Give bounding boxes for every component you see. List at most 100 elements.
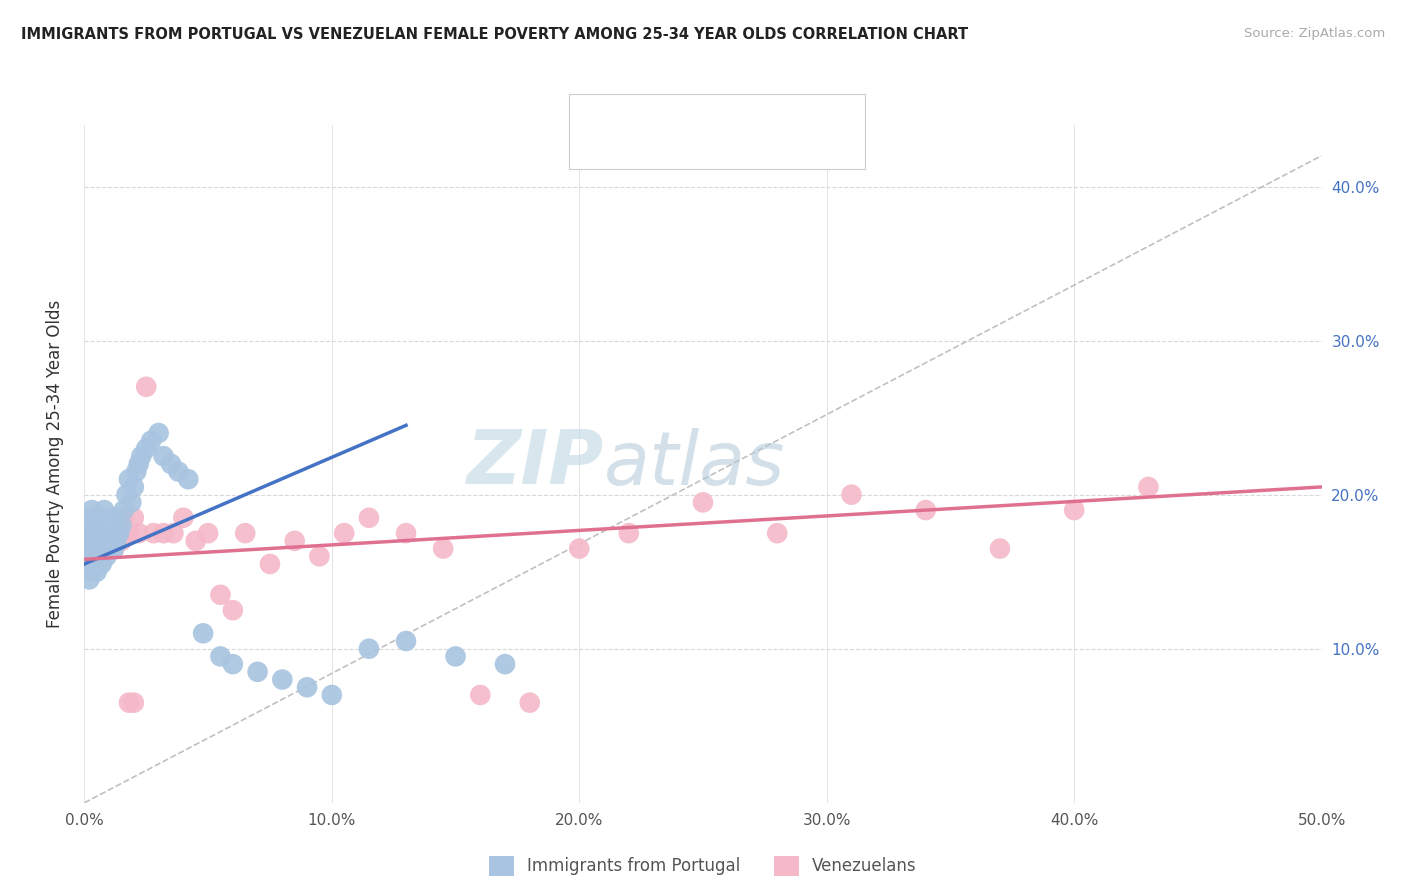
Point xyxy=(246,665,269,679)
Point xyxy=(395,634,418,648)
Point xyxy=(222,657,245,672)
Point xyxy=(167,465,190,479)
Point xyxy=(89,526,111,541)
Point xyxy=(90,541,112,556)
Point xyxy=(122,480,145,494)
Point xyxy=(128,526,150,541)
Point xyxy=(100,533,122,548)
Point xyxy=(76,526,98,541)
Point xyxy=(135,442,157,456)
Point xyxy=(295,680,318,694)
Point xyxy=(177,472,200,486)
Point xyxy=(519,696,541,710)
Point xyxy=(90,526,112,541)
Text: atlas: atlas xyxy=(605,428,786,500)
Point xyxy=(89,541,111,556)
Point xyxy=(98,533,121,548)
Point xyxy=(80,565,103,579)
Point xyxy=(83,533,105,548)
Point xyxy=(160,457,183,471)
Point xyxy=(184,533,207,548)
Point xyxy=(172,510,194,524)
Point xyxy=(259,557,281,571)
Point xyxy=(110,518,132,533)
Y-axis label: Female Poverty Among 25-34 Year Olds: Female Poverty Among 25-34 Year Olds xyxy=(45,300,63,628)
Point xyxy=(112,526,135,541)
Point xyxy=(222,603,245,617)
Point xyxy=(118,526,141,541)
Point xyxy=(841,488,863,502)
Point xyxy=(357,641,380,656)
Point xyxy=(120,495,142,509)
Text: R = 0.188   N = 59: R = 0.188 N = 59 xyxy=(627,138,797,156)
Point xyxy=(112,503,135,517)
Point xyxy=(80,526,103,541)
Point xyxy=(135,380,157,394)
Point xyxy=(103,541,125,556)
Point xyxy=(86,565,108,579)
Point xyxy=(93,526,115,541)
Point xyxy=(333,526,356,541)
Point xyxy=(79,526,101,541)
Point xyxy=(494,657,516,672)
Point xyxy=(122,696,145,710)
Point xyxy=(112,510,135,524)
Point xyxy=(80,541,103,556)
Text: ZIP: ZIP xyxy=(467,427,605,500)
Point xyxy=(129,449,152,463)
Point xyxy=(118,472,141,486)
Point xyxy=(90,557,112,571)
Point xyxy=(128,457,150,471)
Point xyxy=(122,510,145,524)
Point xyxy=(162,526,184,541)
Point xyxy=(105,533,128,548)
Point xyxy=(692,495,714,509)
Point xyxy=(90,533,112,548)
Point xyxy=(118,696,141,710)
Point xyxy=(98,541,121,556)
Point xyxy=(83,510,105,524)
Point xyxy=(103,541,125,556)
Point xyxy=(988,541,1011,556)
Point xyxy=(80,503,103,517)
Point xyxy=(76,541,98,556)
Point xyxy=(86,526,108,541)
Point xyxy=(76,557,98,571)
Point xyxy=(209,649,232,664)
Point xyxy=(105,533,128,548)
Point xyxy=(152,449,174,463)
Point xyxy=(125,465,148,479)
Point xyxy=(141,434,163,448)
Point xyxy=(197,526,219,541)
Point xyxy=(1137,480,1160,494)
Point xyxy=(96,549,118,564)
Point xyxy=(103,541,125,556)
Point xyxy=(98,541,121,556)
Point xyxy=(96,541,118,556)
Point xyxy=(357,510,380,524)
Point xyxy=(395,526,418,541)
Point xyxy=(271,673,294,687)
Point xyxy=(93,541,115,556)
Point xyxy=(83,557,105,571)
Point xyxy=(209,588,232,602)
Point xyxy=(93,503,115,517)
Point xyxy=(100,541,122,556)
Point xyxy=(152,526,174,541)
Point xyxy=(233,526,256,541)
Point xyxy=(321,688,343,702)
Text: IMMIGRANTS FROM PORTUGAL VS VENEZUELAN FEMALE POVERTY AMONG 25-34 YEAR OLDS CORR: IMMIGRANTS FROM PORTUGAL VS VENEZUELAN F… xyxy=(21,27,969,42)
Point xyxy=(142,526,165,541)
Point xyxy=(79,573,101,587)
Point xyxy=(308,549,330,564)
Point xyxy=(89,549,111,564)
Point xyxy=(1063,503,1085,517)
Point xyxy=(115,488,138,502)
Point xyxy=(80,526,103,541)
Point xyxy=(108,526,131,541)
Point xyxy=(86,541,108,556)
Point xyxy=(105,510,128,524)
Point xyxy=(79,549,101,564)
Point xyxy=(568,541,591,556)
Point xyxy=(89,526,111,541)
